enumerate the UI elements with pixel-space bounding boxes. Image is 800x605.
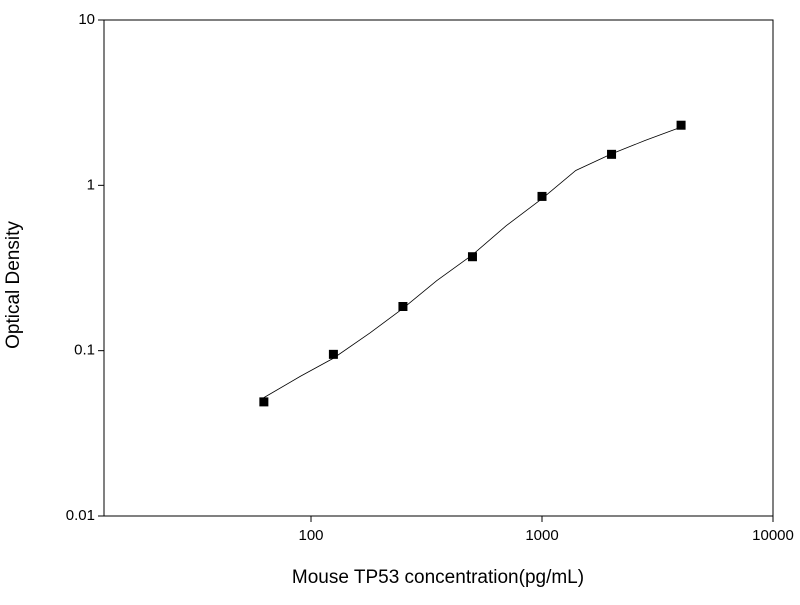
plot-frame bbox=[103, 19, 774, 517]
data-point bbox=[676, 120, 686, 130]
data-point bbox=[607, 149, 617, 159]
data-point bbox=[328, 349, 338, 359]
data-point bbox=[537, 191, 547, 201]
data-point bbox=[259, 397, 269, 407]
data-point bbox=[398, 301, 408, 311]
y-tick-label: 10 bbox=[78, 11, 95, 28]
x-tick-label: 1000 bbox=[525, 527, 558, 544]
y-tick-label: 0.1 bbox=[74, 342, 95, 359]
data-point bbox=[467, 252, 477, 262]
y-axis-title: Optical Density bbox=[3, 221, 24, 349]
y-tick-label: 1 bbox=[87, 176, 95, 193]
x-tick-label: 100 bbox=[298, 527, 323, 544]
x-tick-label: 10000 bbox=[752, 527, 794, 544]
x-axis-title: Mouse TP53 concentration(pg/mL) bbox=[292, 567, 584, 588]
y-tick-label: 0.01 bbox=[66, 507, 95, 524]
fit-curve bbox=[263, 126, 682, 398]
